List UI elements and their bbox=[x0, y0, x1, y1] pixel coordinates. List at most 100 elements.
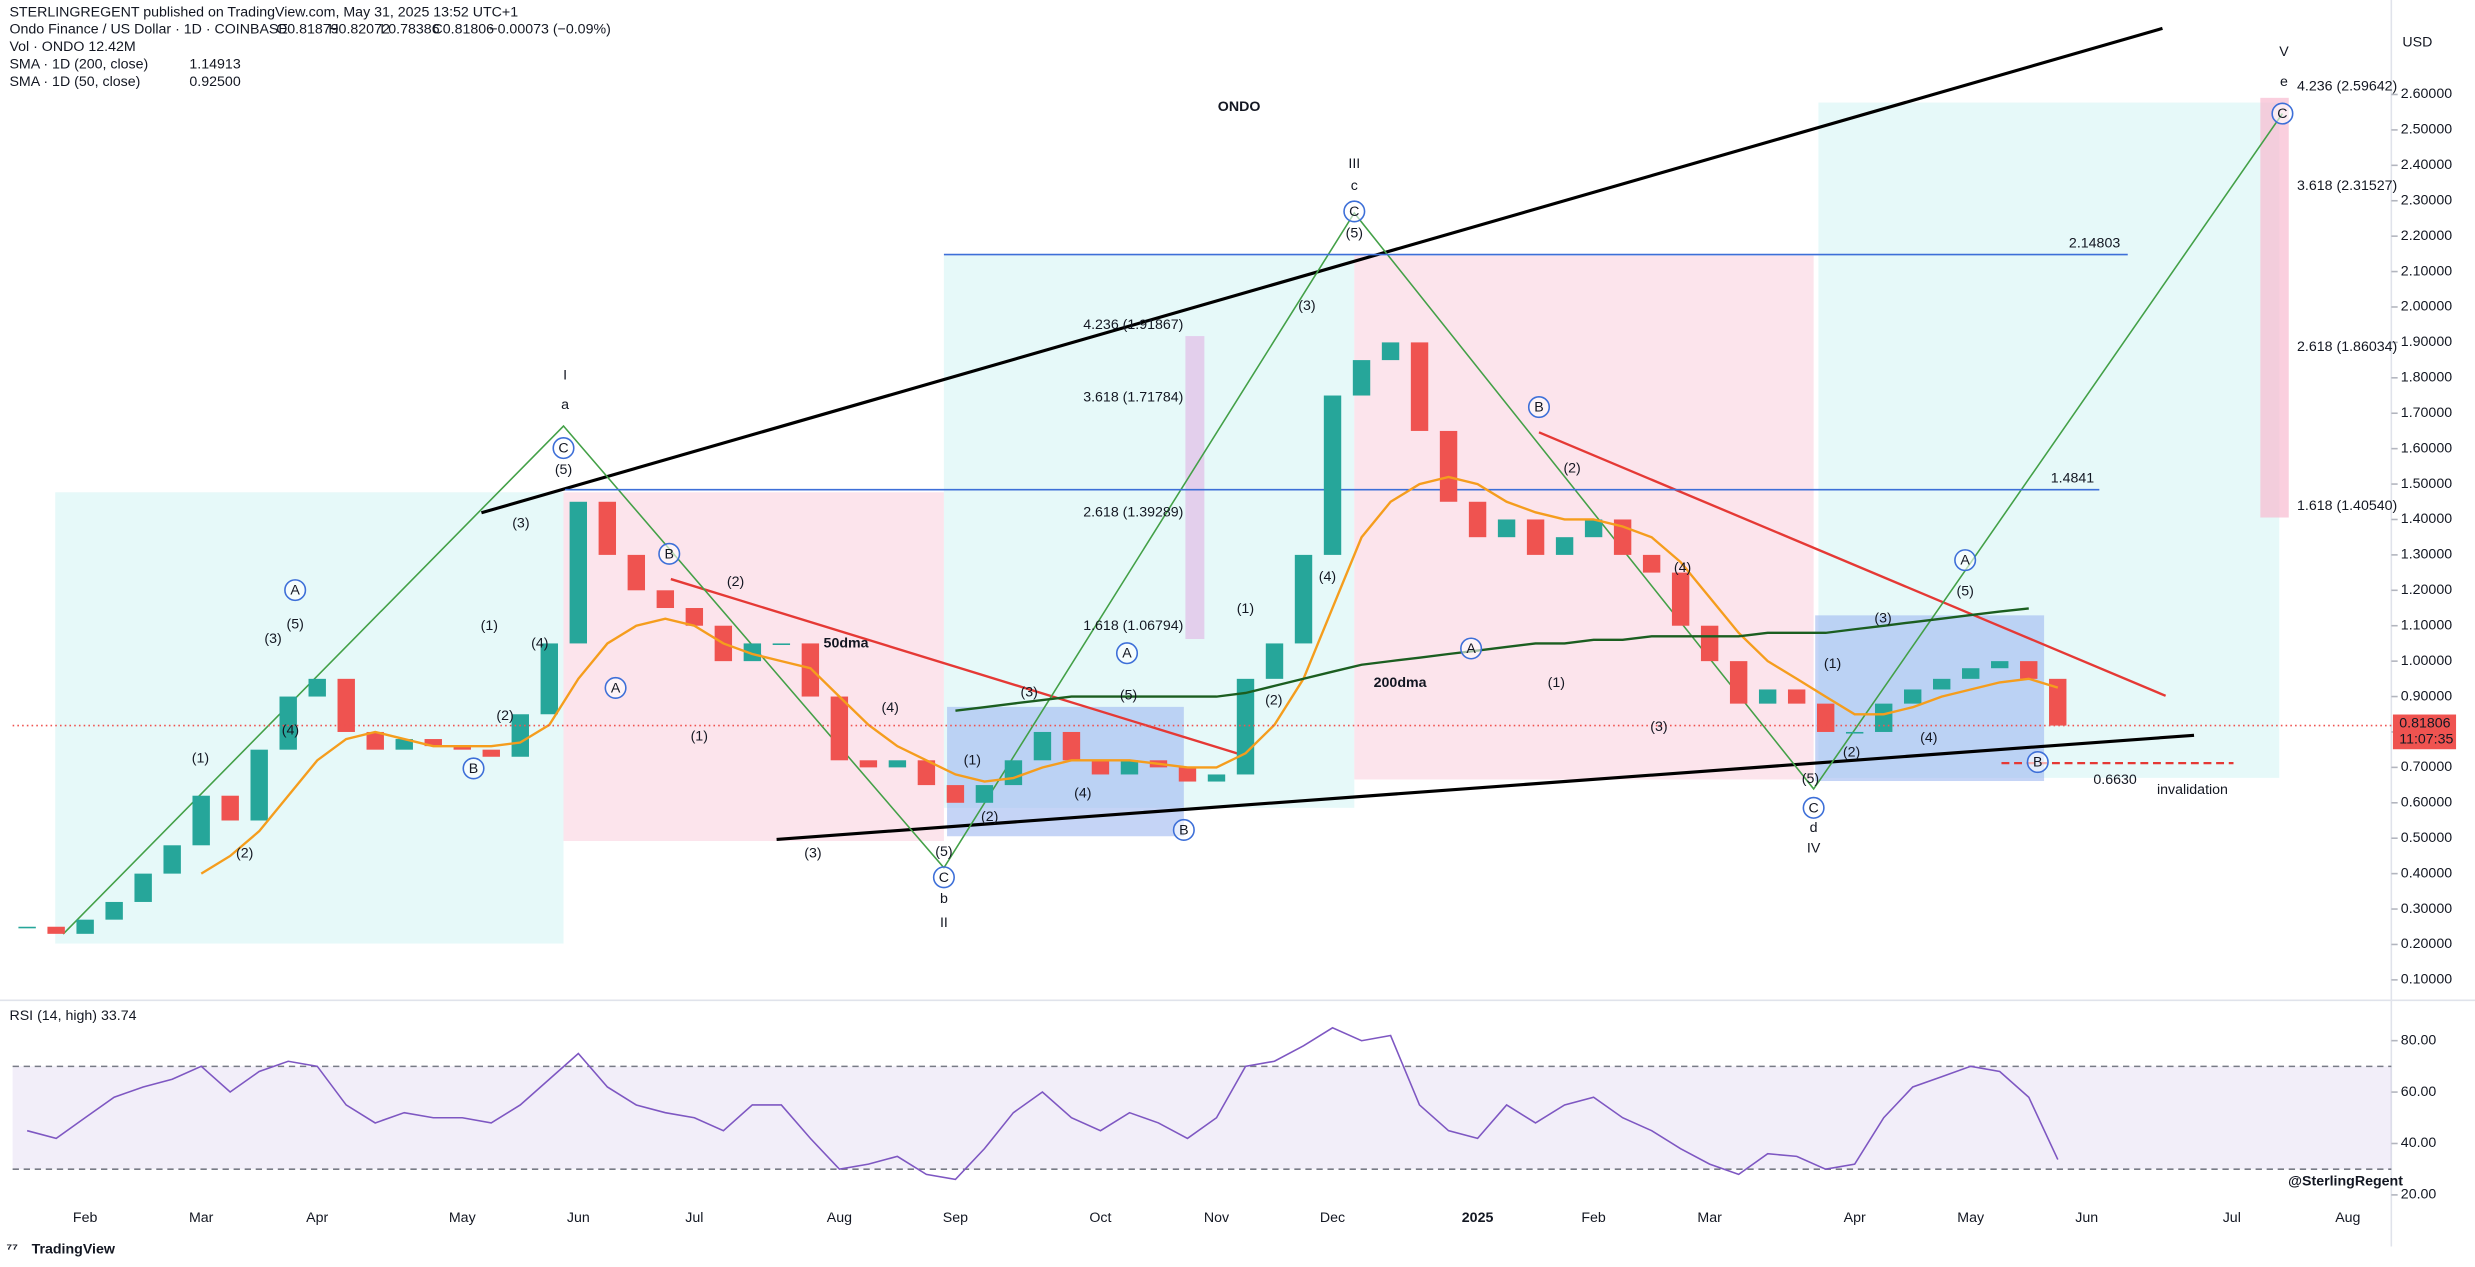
price-bar bbox=[917, 760, 936, 786]
price-bar bbox=[1729, 661, 1748, 704]
wave-circle bbox=[1115, 642, 1139, 665]
wave-label: (1) bbox=[691, 729, 708, 745]
x-tick-label: Jun bbox=[567, 1210, 590, 1226]
price-bar bbox=[163, 845, 181, 874]
wave-circle-label: B bbox=[469, 761, 478, 777]
annotation: @SterlingRegent bbox=[2288, 1174, 2403, 1190]
y-tick-label: 0.50000 bbox=[2401, 830, 2452, 846]
wave-label: (4) bbox=[1319, 569, 1336, 585]
price-bar bbox=[2049, 678, 2067, 726]
annotation: e bbox=[2280, 74, 2288, 90]
y-tick-label: 40.00 bbox=[2401, 1135, 2437, 1151]
series-line bbox=[26, 1026, 2059, 1181]
price-bar bbox=[105, 901, 123, 920]
price-bar bbox=[1584, 519, 1603, 538]
wave-circle bbox=[1343, 200, 1366, 223]
annotation: 3.618 (1.71784) bbox=[1083, 389, 1183, 405]
price-bar bbox=[1962, 668, 1980, 679]
indicator-value: 1.14913 bbox=[189, 56, 240, 72]
wave-label: (3) bbox=[1650, 719, 1667, 735]
price-bar bbox=[1903, 689, 1922, 704]
x-tick-label: Apr bbox=[306, 1210, 328, 1226]
annotation: invalidation bbox=[2157, 782, 2228, 798]
annotation: d bbox=[1810, 820, 1818, 836]
annotation: 4.236 (1.91867) bbox=[1083, 317, 1183, 333]
wave-label: (4) bbox=[1074, 785, 1091, 801]
annotation: b bbox=[940, 891, 948, 907]
indicator-name: Vol · ONDO bbox=[9, 39, 84, 55]
y-tick-label: 1.60000 bbox=[2401, 440, 2452, 456]
wave-label: (3) bbox=[804, 845, 821, 861]
y-tick-label: 2.40000 bbox=[2401, 157, 2452, 173]
wave-circle bbox=[284, 579, 307, 602]
wave-label: (5) bbox=[1956, 583, 1973, 599]
price-bar bbox=[250, 749, 268, 821]
wave-circle-label: C bbox=[558, 441, 568, 457]
annotation: II bbox=[940, 915, 948, 931]
price-bar bbox=[1265, 643, 1284, 679]
annotation: I bbox=[563, 367, 567, 383]
x-tick-label: Aug bbox=[827, 1210, 852, 1226]
price-bar bbox=[946, 785, 965, 803]
wave-circle-label: A bbox=[290, 583, 300, 599]
y-tick-label: 0.10000 bbox=[2401, 972, 2452, 988]
wave-circle bbox=[1954, 549, 1977, 572]
price-bar bbox=[743, 643, 762, 662]
wave-label: (2) bbox=[981, 809, 998, 825]
x-tick-label: 2025 bbox=[1462, 1210, 1494, 1226]
y-tick-label: 1.10000 bbox=[2401, 617, 2452, 633]
annotation: V bbox=[2279, 44, 2289, 60]
price-bar bbox=[598, 501, 617, 555]
y-tick-label: 2.50000 bbox=[2401, 122, 2452, 138]
price-bar bbox=[540, 643, 558, 715]
y-tick-label: 2.20000 bbox=[2401, 228, 2452, 244]
publisher: STERLINGREGENT published on TradingView.… bbox=[9, 4, 518, 20]
trend-line bbox=[670, 577, 1251, 759]
x-tick-label: Dec bbox=[1320, 1210, 1345, 1226]
price-bar bbox=[830, 696, 849, 761]
x-tick-label: Aug bbox=[2335, 1210, 2360, 1226]
y-tick-label: 1.30000 bbox=[2401, 547, 2452, 563]
x-tick-label: Jul bbox=[685, 1210, 703, 1226]
y-tick-label: 2.60000 bbox=[2401, 86, 2452, 102]
price-bar bbox=[1381, 342, 1400, 361]
price-bar bbox=[134, 873, 152, 902]
price-bar bbox=[1497, 519, 1516, 538]
price-bar bbox=[511, 714, 529, 757]
trend-line bbox=[1538, 431, 2167, 697]
indicator-name: SMA · 1D (200, close) bbox=[9, 56, 148, 72]
wave-circle-label: B bbox=[665, 546, 674, 562]
y-tick-label: 0.60000 bbox=[2401, 795, 2452, 811]
y-tick-label: 80.00 bbox=[2401, 1032, 2437, 1048]
wave-label: (4) bbox=[882, 700, 899, 716]
wave-line bbox=[62, 113, 2284, 935]
price-bar bbox=[1642, 554, 1661, 573]
wave-circle-label: B bbox=[1534, 400, 1543, 416]
y-tick-label: 2.30000 bbox=[2401, 192, 2452, 208]
wave-circle-label: B bbox=[1179, 822, 1188, 838]
x-tick-label: Nov bbox=[1204, 1210, 1230, 1226]
chart-title: ONDO bbox=[1218, 99, 1261, 115]
wave-label: (5) bbox=[1802, 771, 1819, 787]
wave-circle bbox=[1527, 396, 1551, 419]
wave-label: (2) bbox=[1843, 744, 1860, 760]
annotation: 2.618 (1.39289) bbox=[1083, 505, 1183, 521]
price-bar bbox=[859, 760, 878, 768]
annotation: III bbox=[1348, 156, 1360, 172]
wave-circle-label: A bbox=[1122, 646, 1132, 662]
y-tick-label: 0.90000 bbox=[2401, 688, 2452, 704]
wave-label: (3) bbox=[512, 516, 529, 532]
price-bar bbox=[47, 926, 65, 934]
fib-box bbox=[2260, 97, 2289, 518]
wave-circle bbox=[552, 437, 575, 460]
wave-label: (2) bbox=[727, 574, 744, 590]
wave-label: (4) bbox=[282, 722, 299, 738]
indicator-name: SMA · 1D (50, close) bbox=[9, 74, 140, 90]
wave-label: (1) bbox=[1548, 675, 1565, 691]
wave-label: (1) bbox=[1237, 601, 1254, 617]
price-bar bbox=[366, 731, 384, 750]
annotation: 3.618 (2.31527) bbox=[2297, 178, 2397, 194]
y-tick-label: 1.80000 bbox=[2401, 370, 2452, 386]
level-label: 2.14803 bbox=[2069, 235, 2120, 251]
